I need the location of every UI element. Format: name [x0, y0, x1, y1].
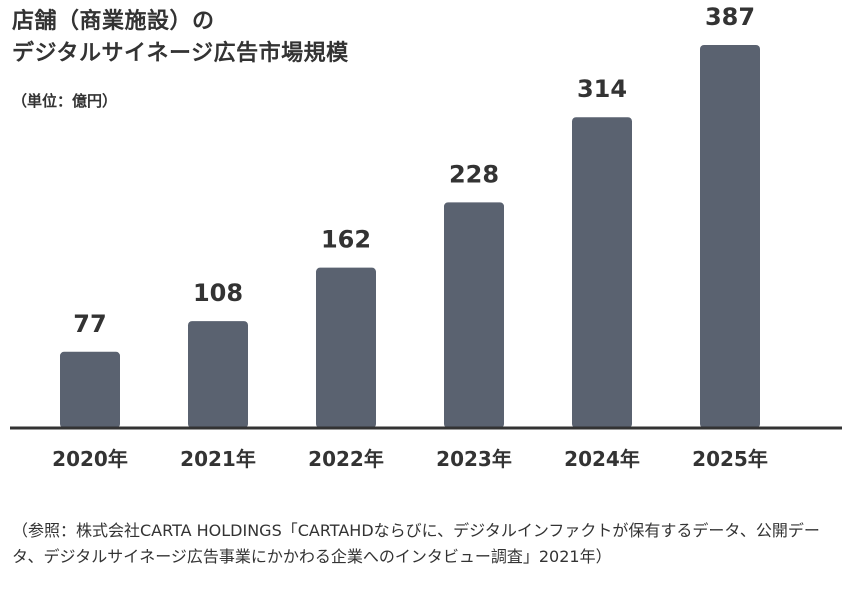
- data-label-0: 77: [73, 310, 106, 338]
- category-label-5: 2025年: [692, 447, 768, 471]
- data-label-4: 314: [577, 75, 627, 103]
- chart-title-line1: 店舗（商業施設）の: [12, 9, 215, 34]
- category-label-3: 2023年: [436, 447, 512, 471]
- bar-2: [316, 267, 376, 428]
- category-label-4: 2024年: [564, 447, 640, 471]
- bar-5: [700, 45, 760, 428]
- category-label-0: 2020年: [52, 447, 128, 471]
- unit-label: （単位：億円）: [12, 92, 118, 110]
- data-label-1: 108: [193, 279, 243, 307]
- chart-title: 店舗（商業施設）の デジタルサイネージ広告市場規模: [12, 6, 349, 70]
- bar-1: [188, 321, 248, 428]
- data-label-2: 162: [321, 226, 371, 254]
- bar-3: [444, 202, 504, 428]
- bar-4: [572, 117, 632, 428]
- source-note: （参照：株式会社CARTA HOLDINGS「CARTAHDならびに、デジタルイ…: [12, 521, 820, 566]
- data-label-5: 387: [705, 3, 755, 31]
- data-label-3: 228: [449, 160, 499, 188]
- bar-chart: 77 2020年 108 2021年 162 2022年 228 2023年 314 2024年 3…: [10, 3, 842, 471]
- category-label-1: 2021年: [180, 447, 256, 471]
- chart-title-line2: デジタルサイネージ広告市場規模: [12, 41, 349, 66]
- category-label-2: 2022年: [308, 447, 384, 471]
- bar-0: [60, 351, 120, 428]
